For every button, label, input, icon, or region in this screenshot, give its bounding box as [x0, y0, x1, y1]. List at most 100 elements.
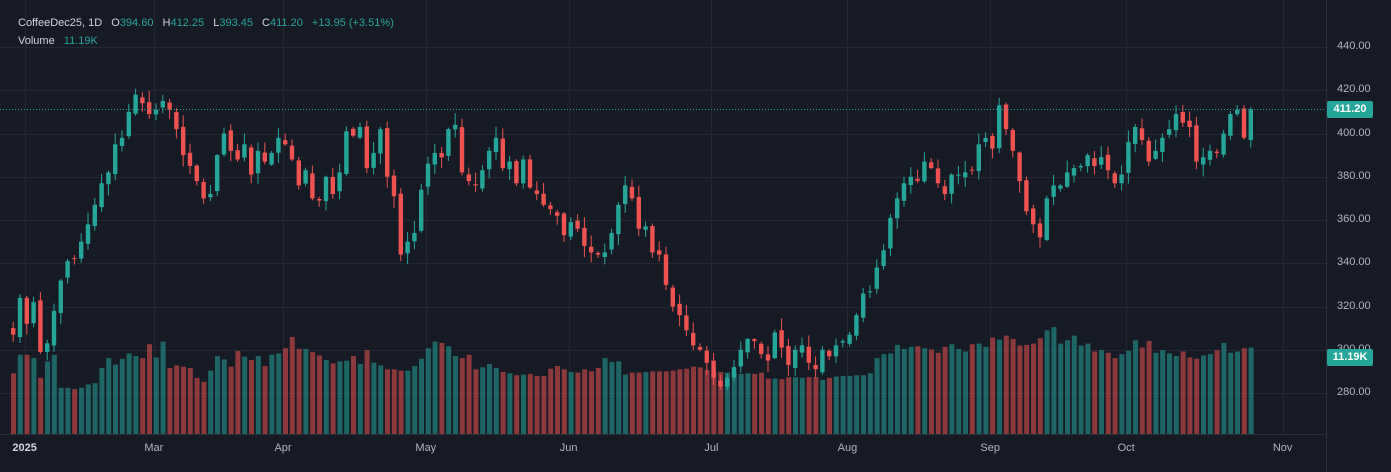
candle: [412, 221, 417, 250]
ohlc-legend: CoffeeDec25, 1D O394.60 H412.25 L393.45 …: [18, 16, 396, 30]
volume-bar: [1024, 344, 1030, 434]
volume-bar: [1078, 345, 1084, 434]
candle: [1173, 105, 1179, 138]
candle: [534, 181, 539, 201]
candle: [85, 212, 91, 250]
candle-body: [820, 349, 825, 373]
volume-bar: [847, 375, 853, 434]
candle: [167, 98, 172, 119]
candle-body: [1214, 151, 1219, 153]
candle: [459, 118, 465, 176]
time-tick-label: May: [415, 442, 437, 454]
candle-body: [364, 126, 369, 169]
volume-bar: [643, 371, 649, 434]
volume-bar: [548, 368, 554, 434]
candle-body: [500, 138, 505, 169]
candle-body: [548, 205, 553, 210]
candle-body: [453, 124, 458, 130]
candle-body: [616, 204, 621, 235]
volume-bar: [459, 358, 465, 434]
candle: [691, 322, 696, 351]
volume-bar: [269, 354, 275, 434]
volume-bar: [534, 375, 540, 434]
candle-body: [555, 212, 560, 216]
candle-body: [833, 345, 839, 357]
candle: [555, 209, 560, 225]
candle: [181, 115, 186, 167]
volume-bar: [276, 353, 282, 434]
candle-body: [908, 176, 913, 186]
candle: [888, 213, 893, 257]
volume-bar: [85, 384, 91, 434]
candle-body: [228, 130, 233, 151]
candle: [704, 345, 709, 375]
volume-bar: [915, 346, 921, 434]
candle-body: [1194, 125, 1199, 162]
candle-body: [221, 133, 227, 155]
candle-body: [963, 172, 968, 178]
candle-body: [1092, 158, 1097, 166]
candle: [1160, 133, 1165, 163]
candle: [983, 132, 988, 148]
candle-body: [269, 152, 274, 165]
candle-body: [51, 310, 57, 346]
candle-body: [296, 160, 301, 186]
time-tick-label: Sep: [980, 442, 1000, 454]
volume-bar: [371, 362, 377, 434]
candle: [759, 341, 764, 359]
volume-bar: [561, 369, 567, 434]
volume-bar: [602, 358, 608, 434]
candle: [453, 113, 458, 138]
candle: [1139, 118, 1145, 145]
candle: [446, 127, 451, 161]
volume-bar: [1003, 335, 1009, 434]
candle-body: [439, 152, 444, 158]
candle: [133, 88, 138, 116]
volume-bar: [425, 348, 431, 434]
symbol-label[interactable]: CoffeeDec25, 1D: [18, 17, 103, 29]
candle: [589, 235, 594, 263]
volume-bar: [929, 349, 934, 434]
candle: [847, 331, 852, 347]
candle: [1214, 148, 1219, 158]
candle: [765, 346, 771, 373]
volume-bar: [283, 348, 288, 434]
volume-bar: [888, 353, 894, 434]
candle-body: [582, 227, 587, 246]
candle: [1078, 163, 1083, 172]
candle-body: [704, 350, 709, 363]
volume-bar: [255, 356, 261, 434]
candle: [1058, 184, 1063, 192]
candle-body: [106, 172, 111, 185]
candle: [786, 338, 791, 376]
candle: [493, 126, 499, 160]
volume-bar: [827, 377, 832, 434]
candle: [793, 345, 798, 376]
volume-bar: [514, 375, 520, 434]
volume-bar: [167, 368, 173, 434]
candle-body: [487, 150, 492, 170]
candle-body: [153, 109, 159, 115]
candle-body: [167, 102, 172, 110]
candle-body: [1071, 168, 1077, 176]
candle-body: [303, 170, 308, 184]
close-value: 411.20: [270, 17, 303, 29]
candle: [255, 142, 261, 184]
candle-body: [1058, 185, 1063, 189]
volume-bar: [840, 375, 846, 434]
candle-body: [1051, 185, 1056, 197]
volume-bar: [861, 375, 866, 434]
volume-bar: [65, 387, 71, 434]
volume-bar: [1139, 347, 1145, 434]
time-tick-label: Nov: [1272, 442, 1293, 454]
candle-body: [867, 291, 873, 293]
candle: [575, 214, 580, 233]
volume-key[interactable]: Volume: [18, 35, 55, 47]
candle-body: [922, 161, 927, 182]
candle-body: [99, 183, 104, 208]
candle: [772, 329, 777, 360]
last-price-badge: 411.20: [1327, 101, 1373, 118]
volume-bar: [908, 346, 914, 434]
